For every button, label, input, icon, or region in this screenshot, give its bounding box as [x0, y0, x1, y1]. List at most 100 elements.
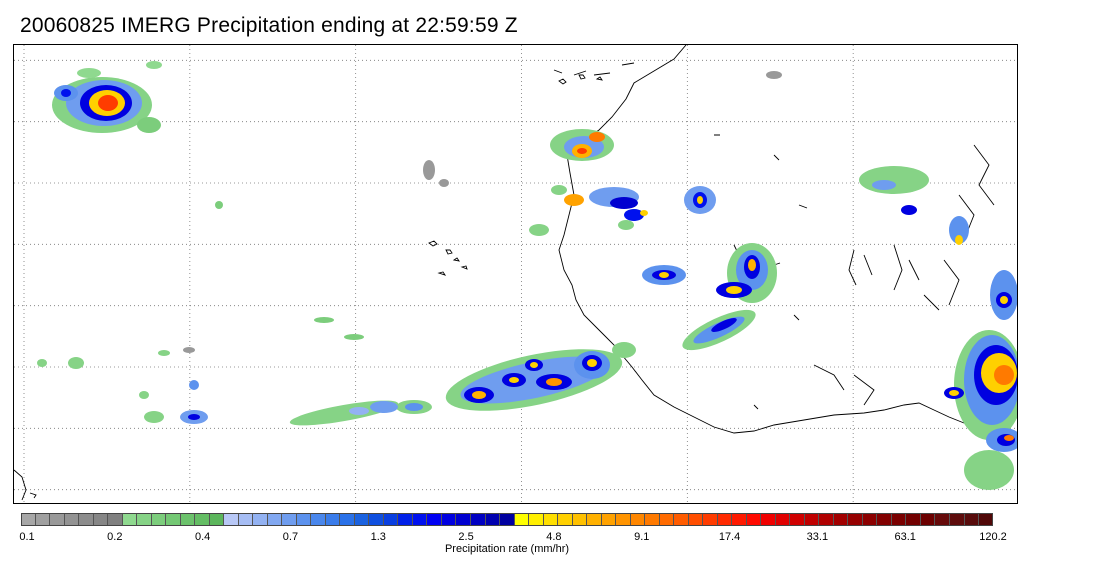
- colorbar-cell: [674, 513, 689, 526]
- colorbar-cell: [238, 513, 254, 526]
- colorbar-cell: [587, 513, 602, 526]
- colorbar-cell: [456, 513, 471, 526]
- colorbar-tick-label: 120.2: [979, 531, 1007, 543]
- colorbar-cell: [775, 513, 791, 526]
- colorbar-cell: [616, 513, 631, 526]
- colorbar-cell: [354, 513, 370, 526]
- colorbar-cell: [906, 513, 921, 526]
- west-atlantic-cells: [37, 71, 782, 424]
- colorbar-tick-label: 63.1: [894, 531, 916, 543]
- colorbar-cell: [950, 513, 965, 526]
- colorbar-cell: [224, 513, 239, 526]
- colorbar-cell: [64, 513, 80, 526]
- colorbar-cell: [427, 513, 442, 526]
- itcz-band: [289, 342, 636, 426]
- colorbar-cell: [732, 513, 747, 526]
- colorbar-cell: [877, 513, 892, 526]
- graticule-grid: [14, 45, 1017, 503]
- colorbar-cell: [601, 513, 617, 526]
- colorbar-cell: [500, 513, 515, 526]
- colorbar-cell: [558, 513, 573, 526]
- brazil-coast: [14, 469, 37, 501]
- colorbar-cell: [151, 513, 167, 526]
- colorbar-cell: [920, 513, 936, 526]
- colorbar-tick-label: 4.8: [546, 531, 562, 543]
- rivers-east: [813, 144, 995, 406]
- colorbar-cell: [761, 513, 776, 526]
- colorbar-tick-label: 0.2: [107, 531, 123, 543]
- storm-sahara-coast: [529, 129, 639, 236]
- colorbar-tick-label: 0.7: [282, 531, 299, 543]
- colorbar-cell: [935, 513, 950, 526]
- colorbar-cell: [804, 513, 820, 526]
- colorbar-cell: [703, 513, 718, 526]
- colorbar-cell: [325, 513, 341, 526]
- scattered-cells-central: [618, 186, 777, 351]
- africa-coastline: [558, 45, 1017, 434]
- colorbar-cell: [819, 513, 834, 526]
- colorbar-cell: [964, 513, 980, 526]
- lake-features-east: [848, 244, 940, 311]
- colorbar-tick-label: 2.5: [458, 531, 474, 543]
- colorbar-cell: [412, 513, 428, 526]
- colorbar-cell: [50, 513, 65, 526]
- colorbar-tick-label: 0.1: [19, 531, 35, 543]
- coastlines: [14, 45, 1017, 501]
- colorbar-label: Precipitation rate (mm/hr): [444, 543, 570, 555]
- colorbar-cell: [180, 513, 196, 526]
- colorbar-cell: [572, 513, 588, 526]
- colorbar-cell: [253, 513, 268, 526]
- colorbar-cell: [485, 513, 501, 526]
- colorbar-cell: [340, 513, 355, 526]
- colorbar-cell: [645, 513, 660, 526]
- colorbar-cell: [296, 513, 312, 526]
- colorbar-cell: [282, 513, 297, 526]
- precipitation-field: [37, 61, 1017, 490]
- colorbar-tick-label: 33.1: [806, 531, 829, 543]
- colorbar-cell: [311, 513, 326, 526]
- storm-northwest: [52, 61, 162, 133]
- precipitation-map[interactable]: [13, 44, 1018, 504]
- cape-verde-islands: [428, 240, 468, 276]
- colorbar-cell: [35, 513, 51, 526]
- colorbar-cell: [369, 513, 384, 526]
- colorbar-cell: [441, 513, 457, 526]
- colorbar-cell: [383, 513, 399, 526]
- colorbar-cell: [195, 513, 210, 526]
- colorbar-cell: [166, 513, 181, 526]
- colorbar-tick-label: 0.4: [194, 531, 211, 543]
- west-sahara-inland-1: [553, 62, 635, 76]
- colorbar-cell: [209, 513, 225, 526]
- map-canvas: [14, 45, 1017, 503]
- colorbar-cell: [398, 513, 413, 526]
- colorbar-tick-label: 9.1: [634, 531, 650, 543]
- colorbar-cell: [848, 513, 863, 526]
- colorbar-cell: [862, 513, 878, 526]
- storm-east: [859, 166, 1017, 490]
- colorbar-cell: [979, 513, 993, 526]
- colorbar-tick-label: 1.3: [370, 531, 386, 543]
- colorbar-cell: [717, 513, 733, 526]
- colorbar-cell: [79, 513, 94, 526]
- colorbar-cell: [470, 513, 486, 526]
- colorbar-cell: [267, 513, 283, 526]
- map-title: 20060825 IMERG Precipitation ending at 2…: [20, 14, 518, 37]
- colorbar-cell: [891, 513, 907, 526]
- colorbar-cell: [746, 513, 762, 526]
- colorbar-cell: [137, 513, 152, 526]
- colorbar-cell: [688, 513, 704, 526]
- colorbar-cell: [529, 513, 544, 526]
- colorbar-cell: [543, 513, 559, 526]
- precipitation-colorbar: [21, 513, 993, 526]
- colorbar-cell: [108, 513, 123, 526]
- colorbar-cell: [630, 513, 646, 526]
- colorbar-cell: [659, 513, 675, 526]
- colorbar-cell: [21, 513, 36, 526]
- colorbar-cell: [514, 513, 530, 526]
- colorbar-cell: [790, 513, 805, 526]
- colorbar-cell: [122, 513, 138, 526]
- colorbar-cell: [833, 513, 849, 526]
- canary-islands: [558, 74, 603, 85]
- colorbar-cell: [93, 513, 109, 526]
- colorbar-tick-label: 17.4: [718, 531, 741, 543]
